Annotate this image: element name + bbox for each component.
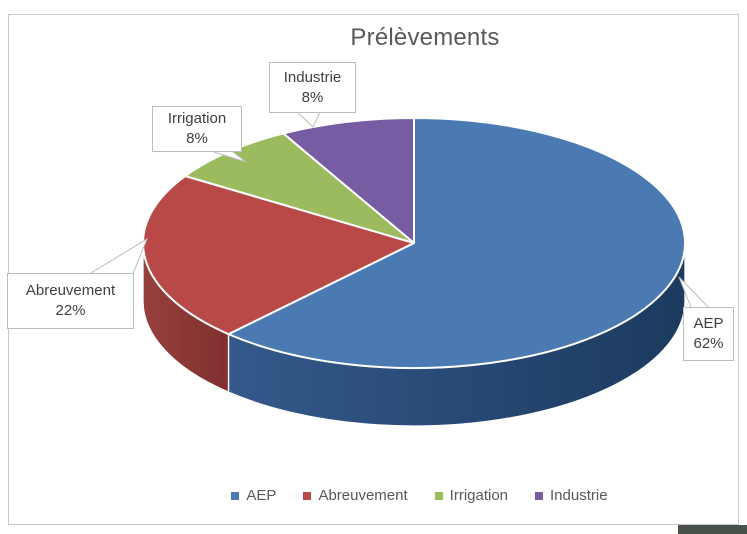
legend-item-irrigation[interactable]: Irrigation — [434, 487, 509, 504]
legend-marker-abreuvement-icon — [303, 491, 312, 500]
data-label-aep-name: AEP — [693, 315, 724, 333]
data-label-aep-value: 62% — [693, 335, 724, 352]
chart-title[interactable]: Prélèvements — [350, 24, 500, 51]
legend-item-industrie[interactable]: Industrie — [535, 487, 608, 504]
data-label-abreuvement-value: 22% — [55, 302, 86, 319]
legend-marker-irrigation-icon — [434, 491, 443, 500]
abreuvement-callout-pointer-icon — [84, 237, 149, 277]
pie-slice-industrie[interactable] — [282, 117, 415, 244]
legend-item-abreuvement[interactable]: Abreuvement — [303, 487, 408, 504]
data-label-abreuvement[interactable]: Abreuvement 22% — [7, 273, 134, 329]
data-label-irrigation-name: Irrigation — [167, 110, 227, 128]
legend-label-irrigation: Irrigation — [449, 487, 509, 504]
legend-label-industrie: Industrie — [550, 487, 608, 504]
data-label-irrigation[interactable]: Irrigation 8% — [152, 106, 242, 152]
data-label-irrigation-value: 8% — [186, 130, 208, 147]
pie-slice-abreuvement[interactable] — [142, 175, 415, 336]
legend-marker-aep-icon — [231, 491, 240, 500]
legend-item-aep[interactable]: AEP — [231, 487, 276, 504]
legend-label-abreuvement: Abreuvement — [318, 487, 408, 504]
data-label-aep[interactable]: AEP 62% — [683, 307, 734, 361]
chart-legend: AEP Abreuvement Irrigation Industrie — [93, 487, 746, 504]
data-label-industrie[interactable]: Industrie 8% — [269, 62, 356, 113]
legend-marker-industrie-icon — [535, 491, 544, 500]
data-label-abreuvement-name: Abreuvement — [25, 282, 116, 300]
data-label-industrie-name: Industrie — [283, 68, 342, 86]
legend-label-aep: AEP — [246, 487, 277, 504]
pie-slice-aep[interactable] — [227, 117, 687, 369]
data-label-industrie-value: 8% — [301, 88, 324, 106]
window-corner-bar — [678, 525, 747, 534]
